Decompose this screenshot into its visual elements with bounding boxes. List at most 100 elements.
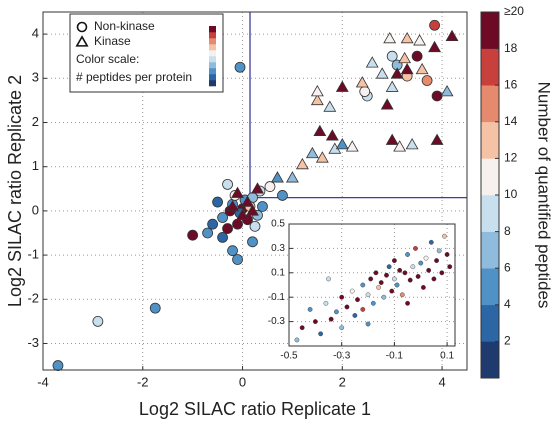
circle-marker <box>386 50 398 62</box>
inset-point <box>436 248 442 254</box>
triangle-marker <box>413 34 427 46</box>
colorbar-tick-label: 4 <box>504 297 511 311</box>
inset-point <box>405 252 410 257</box>
colorbar-band <box>481 12 499 49</box>
inset-point <box>444 252 450 257</box>
legend-color-swatch <box>209 44 216 51</box>
triangle-marker <box>75 35 89 47</box>
circle-marker <box>217 232 228 243</box>
inset-point <box>394 282 400 288</box>
inset-point <box>389 288 395 294</box>
legend-color-swatch <box>209 50 216 57</box>
circle-marker <box>421 75 433 86</box>
circle-marker <box>411 50 423 62</box>
y-tick-label: -2 <box>27 291 39 306</box>
x-tick-label: 4 <box>438 374 445 389</box>
circle-marker <box>264 181 276 192</box>
inset-point <box>447 264 453 270</box>
inset-point <box>420 285 426 290</box>
inset-point <box>415 274 421 279</box>
inset-point <box>413 245 418 251</box>
circle-marker <box>232 254 243 265</box>
legend-color-swatch <box>209 26 216 33</box>
circle-marker <box>247 236 258 248</box>
legend-subtitle: # peptides per protein <box>76 70 192 84</box>
inset-point <box>339 325 345 331</box>
y-tick-label: 1 <box>32 158 39 173</box>
inset-point <box>376 285 381 290</box>
inset-point <box>426 267 432 273</box>
circle-marker <box>212 196 223 208</box>
triangle-marker <box>440 84 454 97</box>
colorbar-tick-label: 16 <box>504 77 518 91</box>
triangle-marker <box>400 31 414 44</box>
x-tick-label: -4 <box>37 374 49 389</box>
y-tick-label: -3 <box>27 335 39 350</box>
x-axis-label: Log2 SILAC ratio Replicate 1 <box>139 399 371 419</box>
colorbar-band <box>481 48 499 86</box>
triangle-marker <box>445 29 459 42</box>
colorbar-tick-label: 8 <box>504 224 511 238</box>
triangle-marker <box>271 171 284 183</box>
inset-point <box>384 272 389 278</box>
y-tick-label: -0.1 <box>268 292 286 303</box>
inset-point <box>323 300 329 306</box>
circle-marker <box>277 190 288 201</box>
circle-marker <box>217 212 228 223</box>
plot-frame <box>288 223 456 347</box>
triangle-marker <box>323 100 337 112</box>
y-axis-label: Log2 SILAC ratio Replicate 2 <box>5 75 25 307</box>
circle-marker <box>222 223 233 234</box>
inset-point <box>344 304 350 310</box>
circle-marker <box>149 302 161 314</box>
triangle-marker <box>385 133 399 145</box>
triangle-marker <box>310 84 324 97</box>
triangle-marker <box>285 171 299 183</box>
triangle-marker <box>390 67 404 79</box>
y-tick-label: 0.1 <box>271 267 285 278</box>
y-tick-label: 3 <box>32 70 39 85</box>
triangle-marker <box>335 138 349 150</box>
inset-point <box>365 292 371 298</box>
inset-point <box>368 276 374 282</box>
inset-point <box>355 297 360 303</box>
legend-label: Kinase <box>94 34 131 48</box>
colorbar-band <box>481 158 499 196</box>
legend-color-swatch <box>209 68 216 75</box>
plot-area <box>289 224 455 346</box>
inset-point <box>397 267 403 273</box>
circle-marker <box>207 218 219 230</box>
triangle-marker <box>251 182 264 194</box>
legend-label: Non-kinase <box>94 19 155 33</box>
inset-point <box>439 270 445 276</box>
legend-color-swatch <box>209 32 216 39</box>
y-tick-label: 0.5 <box>271 219 285 230</box>
plot-frame <box>42 11 468 371</box>
inset-point <box>318 331 324 337</box>
inset-point <box>334 309 339 315</box>
colorbar-tick-label: 2 <box>504 334 511 348</box>
inset-point <box>434 258 439 263</box>
inset-point <box>402 270 408 276</box>
inset-point <box>373 270 379 276</box>
triangle-marker <box>295 157 309 170</box>
inset-point <box>428 239 434 245</box>
triangle-marker <box>241 195 254 207</box>
triangle-marker <box>428 40 442 53</box>
inset-point <box>294 337 300 343</box>
colorbar-tick-label: 12 <box>504 151 518 165</box>
inset-point <box>360 282 366 288</box>
colorbar-band <box>481 85 499 123</box>
inset-point <box>431 276 437 282</box>
circle-marker <box>202 227 214 239</box>
y-tick-label: 0.3 <box>271 243 285 254</box>
colorbar-tick-label: 10 <box>504 187 518 201</box>
inset-point <box>312 319 318 324</box>
triangle-marker <box>430 133 444 145</box>
inset-point <box>399 292 405 298</box>
triangle-marker <box>226 199 239 212</box>
legend-color-swatch <box>209 56 216 63</box>
triangle-marker <box>345 140 359 152</box>
y-tick-label: 4 <box>32 26 39 41</box>
